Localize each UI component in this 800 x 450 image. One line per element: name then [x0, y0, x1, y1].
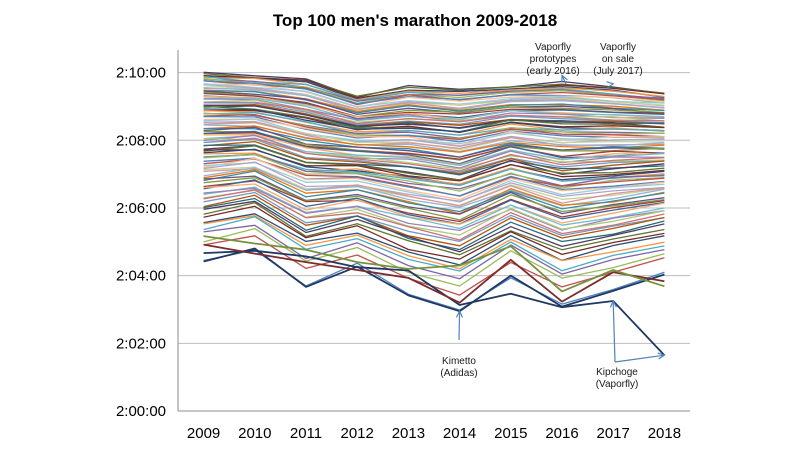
series-line: [203, 187, 665, 232]
y-tick-label: 2:04:00: [116, 268, 166, 285]
series-line: [203, 125, 665, 153]
annotation-arrowhead: [657, 352, 666, 360]
series-line: [203, 186, 665, 230]
series-line: [203, 202, 665, 256]
highlighted-series: [203, 235, 666, 356]
annotation-arrowhead: [606, 81, 615, 89]
series-line: [203, 137, 665, 172]
chart-title: Top 100 men's marathon 2009-2018: [273, 11, 557, 30]
x-tick-label: 2009: [187, 425, 220, 442]
series-line: [203, 112, 665, 136]
annotation-label: Kimetto (Adidas): [440, 356, 477, 379]
annotation-arrow: [614, 354, 665, 363]
series-line: [203, 75, 665, 102]
x-tick-label: 2017: [597, 425, 630, 442]
x-tick-label: 2013: [392, 425, 425, 442]
series-line: [203, 83, 665, 108]
series-line: [203, 76, 665, 101]
series-line: [203, 161, 665, 202]
annotation-arrow: [458, 311, 461, 341]
annotation-arrowhead: [455, 309, 464, 318]
series-line: [203, 90, 665, 116]
series-line: [203, 216, 665, 272]
series-line: [203, 157, 665, 201]
annotation-arrowhead: [561, 74, 568, 83]
series-line: [203, 104, 665, 129]
annotation-arrow: [561, 75, 567, 85]
highlighted-series-line: [203, 243, 665, 304]
series-line: [203, 101, 665, 125]
series-line: [203, 83, 665, 108]
series-line: [203, 78, 665, 104]
y-tick-label: 2:08:00: [116, 132, 166, 149]
series-line: [203, 191, 665, 243]
series-line: [203, 134, 665, 167]
series-line: [203, 179, 665, 225]
series-line: [203, 134, 665, 166]
x-tick-label: 2012: [341, 425, 374, 442]
annotation-arrowhead: [609, 299, 617, 308]
series-line: [203, 102, 665, 126]
y-tick-label: 2:10:00: [116, 65, 166, 82]
y-tick-label: 2:06:00: [116, 200, 166, 217]
series-line: [203, 180, 665, 223]
x-axis-ticks: 2009 2010 2011 2012 2013 2014 2015 2016 2017 2018: [187, 425, 681, 442]
highlighted-series-line: [203, 249, 666, 356]
series-line: [203, 89, 665, 114]
series-line: [203, 104, 665, 127]
series-line: [203, 126, 665, 158]
series-line: [203, 71, 665, 99]
series-line: [203, 213, 665, 266]
series-line: [203, 154, 665, 187]
series-line: [203, 224, 665, 280]
series-line: [203, 145, 665, 181]
series-line: [203, 108, 665, 133]
x-tick-label: 2014: [443, 425, 476, 442]
series-line: [203, 194, 665, 247]
series-line: [203, 189, 665, 241]
annotation-arrow: [612, 300, 616, 363]
annotation-label: Kipchoge (Vaporfly): [596, 367, 639, 390]
series-line: [203, 118, 665, 145]
x-tick-label: 2011: [290, 425, 322, 442]
x-tick-label: 2010: [238, 425, 271, 442]
y-axis-ticks: 2:00:00 2:02:00 2:04:00 2:06:00 2:08:00 2:10:…: [116, 65, 166, 420]
series-line: [203, 98, 665, 123]
series-line: [203, 205, 665, 260]
x-tick-label: 2016: [545, 425, 578, 442]
series-line: [203, 162, 665, 203]
series-line: [203, 138, 665, 173]
series-line: [203, 215, 665, 270]
annotations: Vaporfly prototypes (early 2016) Vaporfly on…: [440, 42, 666, 390]
highlighted-series-line: [203, 247, 665, 313]
y-tick-label: 2:02:00: [116, 335, 166, 352]
x-tick-label: 2018: [648, 425, 681, 442]
series-line: [203, 200, 665, 253]
series-line: [203, 227, 665, 287]
series-lines: [203, 71, 665, 311]
series-line: [203, 137, 665, 170]
series-line: [203, 170, 665, 213]
x-tick-label: 2015: [494, 425, 527, 442]
series-line: [203, 134, 665, 169]
series-line: [203, 177, 665, 221]
series-line: [203, 113, 665, 141]
series-line: [203, 167, 665, 208]
series-line: [203, 183, 665, 225]
annotation-label: Vaporfly prototypes (early 2016): [526, 42, 579, 77]
highlighted-series-line: [203, 235, 665, 293]
annotation-label: Vaporfly on sale (July 2017): [593, 42, 642, 77]
y-tick-label: 2:00:00: [116, 403, 166, 420]
series-line: [203, 235, 665, 296]
series-line: [203, 76, 665, 100]
